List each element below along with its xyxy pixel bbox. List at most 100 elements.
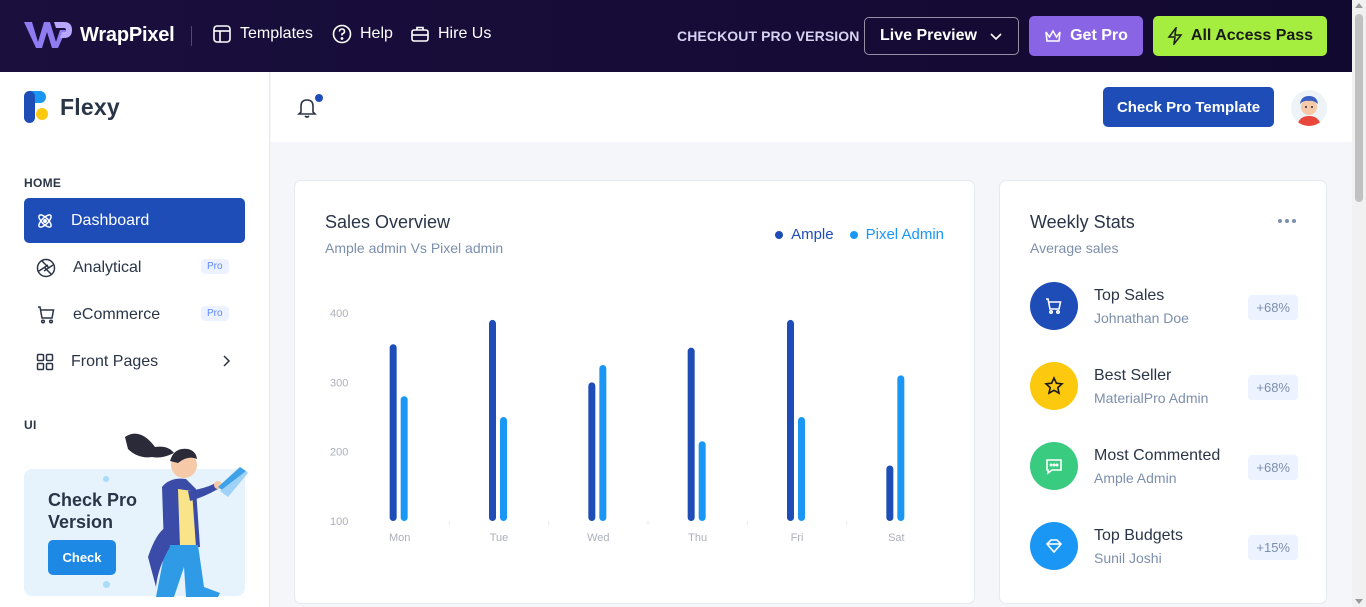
legend-dot-pixel-admin [849,230,858,239]
grid-icon [36,353,54,370]
live-preview-dropdown[interactable]: Live Preview [864,17,1019,55]
bar-pixel-admin-wed[interactable] [599,365,607,521]
all-access-label: All Access Pass [1190,27,1314,44]
stat-badge: +68% [1248,375,1298,400]
diamond-icon [1045,539,1063,554]
sales-overview-card: Sales Overview Ample admin Vs Pixel admi… [294,180,975,604]
scroll-up-arrow[interactable] [1355,3,1363,8]
more-options-icon[interactable] [1278,219,1296,223]
stat-badge: +68% [1248,455,1298,480]
atom-icon [38,213,52,228]
stat-subtitle: MaterialPro Admin [1094,390,1209,406]
stat-icon-circle [1030,442,1078,490]
flexy-logo[interactable]: Flexy [24,91,120,123]
bar-pixel-admin-tue[interactable] [500,417,507,521]
bar-ample-fri[interactable] [787,319,794,521]
bar-pixel-admin-thu[interactable] [698,441,706,521]
legend-label-pixel-admin: Pixel Admin [865,226,944,243]
stat-subtitle: Johnathan Doe [1094,310,1189,326]
sidebar-item-analytical[interactable]: Analytical Pro [24,245,245,290]
sidebar-item-dashboard[interactable]: Dashboard [24,198,245,243]
sidebar-item-front-pages[interactable]: Front Pages [24,339,245,384]
decor-dot [103,476,109,482]
stat-item-top-sales: Top Sales Johnathan Doe +68% [1030,282,1298,332]
x-tick-label: Wed [587,532,609,544]
all-access-pass-button[interactable]: All Access Pass [1153,16,1327,56]
promo-title: Check Pro Version [48,490,138,532]
bar-pixel-admin-mon[interactable] [400,396,408,521]
help-icon [332,24,352,44]
bar-ample-tue[interactable] [489,319,496,521]
sidebar: Flexy HOME Dashboard Analytical Pro eCom… [0,72,270,607]
wrappixel-logo[interactable]: WrapPixel [24,20,175,50]
bar-pixel-admin-sat[interactable] [897,375,905,521]
live-preview-label: Live Preview [880,27,977,44]
templates-link[interactable]: Templates [212,24,313,44]
promo-check-button[interactable]: Check [48,540,116,575]
pro-badge: Pro [201,259,229,274]
help-link[interactable]: Help [332,24,393,44]
x-tick-label: Thu [688,532,707,544]
stat-title: Top Budgets [1094,527,1183,544]
pro-badge: Pro [201,306,229,321]
bar-ample-wed[interactable] [588,382,596,521]
sidebar-item-label: eCommerce [73,305,161,323]
bar-pixel-admin-fri[interactable] [798,417,805,521]
x-tick-label: Sat [888,532,905,544]
bell-icon[interactable] [297,97,317,119]
bar-ample-sat[interactable] [886,465,894,521]
stat-icon-circle [1030,282,1078,330]
bar-ample-thu[interactable] [687,347,695,521]
get-pro-button[interactable]: Get Pro [1029,16,1143,56]
wrappixel-logo-icon [24,22,72,48]
stat-title: Top Sales [1094,287,1165,304]
legend-item-ample[interactable]: Ample [775,226,834,243]
user-avatar-icon [1291,90,1327,126]
flexy-brand: Flexy [60,93,120,120]
avatar[interactable] [1291,90,1327,126]
stat-icon-circle [1030,362,1078,410]
scroll-down-arrow[interactable] [1355,599,1363,604]
aperture-icon [36,258,56,277]
chevron-right-icon [223,355,231,367]
stat-badge: +15% [1248,535,1298,560]
y-tick-label: 200 [330,447,348,459]
stat-title: Most Commented [1094,447,1221,464]
decor-dot [103,581,110,588]
legend-dot-ample [775,230,784,239]
cart-icon [38,305,55,324]
stat-item-top-budgets: Top Budgets Sunil Joshi +15% [1030,522,1298,572]
y-tick-label: 100 [330,516,348,528]
briefcase-icon [411,26,429,42]
x-tick-label: Tue [490,532,509,544]
topbar-divider [191,26,192,46]
hire-us-link[interactable]: Hire Us [410,24,491,44]
check-pro-template-button[interactable]: Check Pro Template [1103,87,1274,127]
bar-ample-mon[interactable] [389,344,397,521]
crown-icon [1045,29,1061,42]
star-icon [1044,376,1064,395]
woman-with-laptop-illustration [125,433,248,597]
chevron-down-icon [990,33,1002,41]
sidebar-item-label: Dashboard [71,211,150,229]
x-tick-label: Mon [389,532,410,544]
page-scrollbar[interactable] [1352,0,1366,607]
y-tick-label: 400 [330,308,348,320]
sales-overview-subtitle: Ample admin Vs Pixel admin [325,240,504,256]
hire-us-label: Hire Us [438,25,492,42]
weekly-stats-title: Weekly Stats [1030,212,1135,232]
legend-item-pixel-admin[interactable]: Pixel Admin [849,226,944,243]
nav-caption-ui: UI [24,418,37,432]
x-tick-label: Fri [791,532,804,544]
sales-bar-chart: 100 200 300 400 Mon Tue Wed Thu Fri Sat [330,308,905,544]
bolt-icon [1167,27,1183,45]
y-tick-label: 300 [330,377,348,389]
sales-overview-title: Sales Overview [325,212,451,232]
app-header: Check Pro Template [271,72,1352,142]
weekly-stats-card: Weekly Stats Average sales Top Sales Joh… [999,180,1327,604]
stat-subtitle: Ample Admin [1094,470,1177,486]
stat-item-most-commented: Most Commented Ample Admin +68% [1030,442,1298,492]
sidebar-item-ecommerce[interactable]: eCommerce Pro [24,292,245,337]
scroll-thumb[interactable] [1355,14,1363,202]
sidebar-item-label: Front Pages [71,352,159,370]
